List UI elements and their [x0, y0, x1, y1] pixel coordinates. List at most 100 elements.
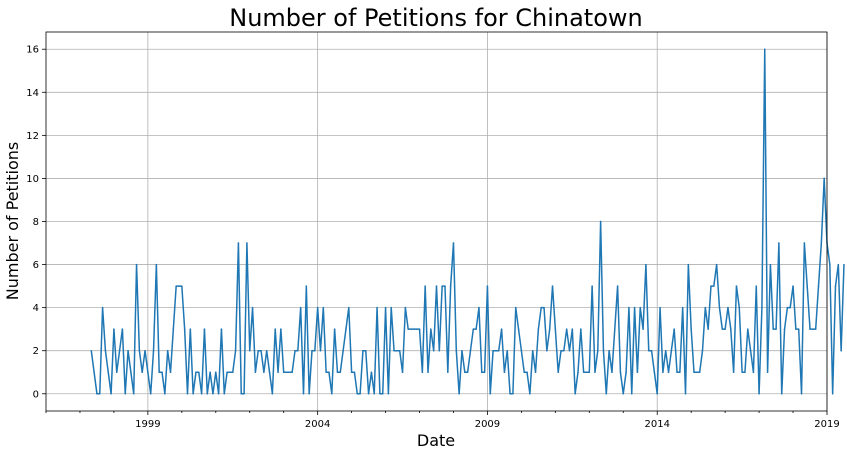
- data-point: [178, 285, 180, 287]
- data-point: [396, 349, 398, 352]
- data-point: [565, 328, 568, 330]
- data-point: [379, 393, 381, 395]
- data-point: [619, 371, 622, 373]
- data-point: [718, 306, 721, 309]
- data-point: [795, 328, 797, 330]
- data-point: [316, 306, 319, 309]
- data-point: [268, 371, 271, 373]
- data-point: [588, 371, 591, 373]
- data-point: [517, 328, 520, 330]
- data-point: [599, 220, 602, 223]
- data-point: [452, 242, 455, 244]
- data-point: [424, 285, 426, 287]
- data-point: [664, 349, 667, 352]
- y-tick-label: 0: [33, 389, 39, 400]
- data-point: [483, 371, 486, 373]
- data-point: [220, 328, 223, 330]
- data-point: [183, 328, 186, 330]
- data-point: [820, 242, 823, 244]
- data-point: [155, 263, 158, 266]
- y-tick-label: 12: [26, 131, 39, 142]
- data-point: [747, 328, 749, 330]
- data-point: [353, 371, 356, 373]
- data-point: [121, 328, 124, 330]
- data-point: [724, 328, 726, 330]
- chart-title: Number of Petitions for Chinatown: [229, 4, 642, 32]
- data-point: [254, 371, 257, 373]
- data-point: [458, 393, 460, 395]
- data-point: [605, 393, 608, 395]
- data-point: [498, 349, 500, 352]
- data-point: [441, 285, 443, 287]
- data-point: [147, 371, 149, 373]
- data-point: [611, 371, 613, 373]
- data-point: [291, 371, 293, 373]
- data-point: [800, 393, 803, 395]
- data-point: [99, 393, 101, 395]
- data-point: [554, 328, 557, 330]
- data-point: [656, 393, 658, 395]
- data-point: [161, 371, 163, 373]
- data-point: [381, 393, 384, 395]
- data-point: [571, 328, 574, 330]
- grid: [46, 32, 828, 411]
- data-point: [633, 306, 636, 309]
- data-point: [260, 349, 262, 352]
- x-tick-label: 2009: [475, 419, 500, 430]
- data-point: [738, 306, 741, 309]
- data-point: [175, 285, 177, 287]
- data-point: [198, 371, 200, 373]
- data-point: [158, 371, 160, 373]
- data-point: [560, 349, 562, 352]
- data-point: [540, 306, 542, 309]
- data-point: [829, 263, 831, 266]
- data-point: [427, 371, 429, 373]
- y-tick-label: 10: [26, 174, 39, 185]
- data-point: [282, 371, 285, 373]
- data-point: [548, 328, 551, 330]
- data-point: [486, 285, 489, 287]
- data-point: [263, 371, 265, 373]
- data-point: [608, 349, 610, 352]
- data-point: [223, 393, 226, 395]
- data-point: [90, 349, 93, 352]
- x-tick-label: 2014: [644, 419, 669, 430]
- data-point: [625, 371, 627, 373]
- data-point: [449, 285, 452, 287]
- data-point: [546, 349, 548, 352]
- data-point: [110, 393, 112, 395]
- data-point: [384, 306, 387, 309]
- data-point: [333, 328, 336, 330]
- data-point: [537, 328, 540, 330]
- data-point: [817, 285, 820, 287]
- data-point: [104, 349, 107, 352]
- data-point: [373, 393, 375, 395]
- data-point: [331, 393, 333, 395]
- data-point: [766, 371, 769, 373]
- data-point: [413, 328, 415, 330]
- data-point: [319, 349, 322, 352]
- data-point: [181, 285, 183, 287]
- data-point: [438, 349, 441, 352]
- data-point: [359, 393, 361, 395]
- data-point: [404, 306, 407, 309]
- data-point: [328, 371, 330, 373]
- data-point: [407, 328, 409, 330]
- data-point: [302, 393, 305, 395]
- data-point: [314, 349, 316, 352]
- data-point: [636, 371, 639, 373]
- data-point: [325, 371, 327, 373]
- data-point: [715, 263, 718, 266]
- data-point: [308, 393, 310, 395]
- data-point: [251, 306, 254, 309]
- data-point: [418, 328, 421, 330]
- data-point: [667, 371, 670, 373]
- data-point: [432, 349, 435, 352]
- data-point: [701, 349, 704, 352]
- data-point: [195, 371, 197, 373]
- data-point: [215, 371, 217, 373]
- x-axis: 1999 2004 2009 2014 2019: [45, 411, 840, 430]
- data-point: [684, 393, 687, 395]
- data-point: [744, 371, 746, 373]
- data-point: [336, 371, 339, 373]
